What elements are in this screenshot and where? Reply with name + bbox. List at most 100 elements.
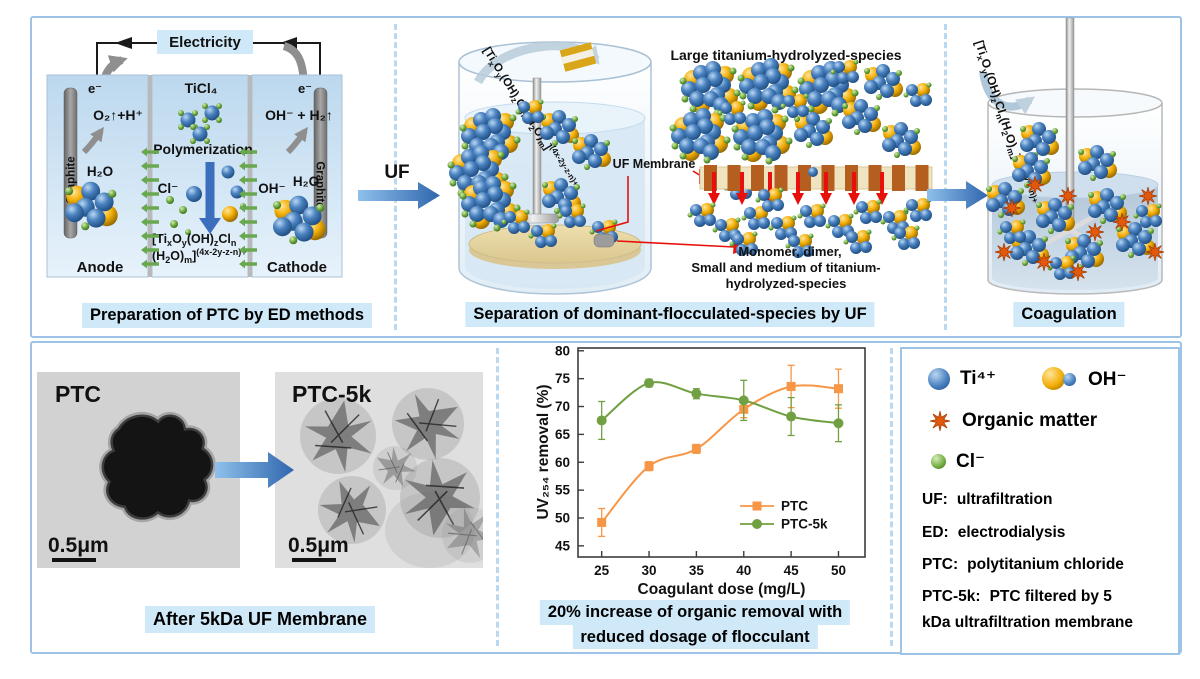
- scale-bar-left: [52, 558, 96, 562]
- ti-label: Ti⁴⁺: [960, 368, 996, 389]
- chart-note-line2: reduced dosage of flocculant: [572, 624, 818, 650]
- tag-icon: [559, 42, 597, 72]
- abbrev-uf-term: UF:: [922, 491, 948, 508]
- divider-bottom-1: [496, 348, 499, 646]
- ptc5k-flakes: [293, 374, 483, 568]
- monomer-line2: Small and medium of titanium-: [691, 260, 880, 275]
- abbrev-ed-def: electrodialysis: [957, 524, 1066, 541]
- chart-note-line1: 20% increase of organic removal with: [539, 600, 851, 625]
- abbrev-ptc: PTC: polytitanium chloride: [922, 556, 1166, 574]
- ed-caption: Preparation of PTC by ED methods: [81, 303, 373, 328]
- tem-caption-text: After 5kDa UF Membrane: [144, 606, 376, 633]
- to-coagulation-arrow-icon: [927, 181, 988, 209]
- svg-text:75: 75: [555, 371, 571, 386]
- scale-bar-label-right: 0.5μm: [288, 534, 349, 557]
- abbrev-ptc-term: PTC:: [922, 556, 959, 573]
- tem-label-ptc: PTC: [55, 381, 101, 407]
- scale-bar-right: [292, 558, 336, 562]
- svg-text:PTC-5k: PTC-5k: [781, 517, 828, 532]
- wire-arrow-left-icon: [115, 37, 132, 49]
- divider-bottom-2: [890, 348, 893, 646]
- electricity-box: [157, 30, 253, 54]
- coagulation-panel: [TixOy(OH)zCln(H2O)m](4x-2y-z-n)+: [927, 17, 1165, 295]
- cathode-arrow-icon: [285, 126, 308, 155]
- organic-matter-icon: [929, 410, 951, 432]
- cathode-reaction-label: OH⁻ + H₂↑: [265, 107, 333, 123]
- tem-arrow-icon: [215, 452, 294, 488]
- organic-matter-label: Organic matter: [962, 410, 1098, 431]
- electron-label-left: e⁻: [88, 81, 102, 96]
- electricity-label: Electricity: [169, 34, 241, 51]
- svg-text:70: 70: [555, 399, 570, 414]
- ptc-formula-line1: [TixOy(OH)zCln: [152, 232, 236, 248]
- legend-item-cl: Cl⁻: [931, 450, 985, 473]
- anode-reaction-label: O₂↑+H⁺: [93, 107, 143, 123]
- graphite-label-right: Graphite: [314, 161, 326, 208]
- hydroxide-label: OH⁻: [258, 181, 285, 196]
- divider-top-1: [394, 24, 397, 330]
- separation-caption-text: Separation of dominant-flocculated-speci…: [465, 302, 875, 327]
- svg-text:25: 25: [594, 563, 610, 578]
- scale-bar-label-left: 0.5μm: [48, 534, 109, 557]
- uf-label: UF: [384, 162, 409, 183]
- divider-top-2: [944, 24, 947, 330]
- uf-membrane-label: UF Membrane: [613, 157, 696, 171]
- water-label-left: H₂O: [87, 164, 113, 179]
- cl-label: Cl⁻: [956, 451, 986, 472]
- svg-text:50: 50: [831, 563, 846, 578]
- legend-item-organic: Organic matter: [928, 409, 1097, 433]
- tem-label-ptc5k: PTC-5k: [292, 381, 371, 407]
- svg-text:PTC: PTC: [781, 499, 808, 514]
- svg-text:35: 35: [689, 563, 705, 578]
- polymerization-label: Polymerization: [153, 141, 253, 157]
- oh-icon: [1042, 367, 1078, 391]
- svg-text:30: 30: [642, 563, 657, 578]
- separation-panel: UF [TixOy(OH)zCln(H2O)m](4x-2y-z-n)+: [358, 41, 933, 295]
- abbrev-ptc-def: polytitanium chloride: [967, 556, 1124, 573]
- svg-text:55: 55: [555, 483, 571, 498]
- large-species-label: Large titanium-hydrolyzed-species: [670, 47, 901, 63]
- cathode-label: Cathode: [267, 259, 327, 276]
- abbrev-ed-term: ED:: [922, 524, 949, 541]
- svg-text:Coagulant dose (mg/L): Coagulant dose (mg/L): [638, 581, 806, 598]
- monomer-line1: Monomer, dimer,: [738, 244, 841, 259]
- chloride-label: Cl⁻: [158, 181, 179, 196]
- abbrev-ptc5k-def: PTC filtered by 5: [989, 588, 1112, 605]
- coagulation-caption: Coagulation: [1013, 302, 1125, 327]
- cl-icon: [931, 454, 946, 469]
- chart-note: 20% increase of organic removal with red…: [539, 600, 851, 650]
- svg-text:45: 45: [784, 563, 800, 578]
- ticl4-label: TiCl₄: [185, 80, 218, 96]
- abbrev-uf: UF: ultrafiltration: [922, 491, 1166, 509]
- svg-text:50: 50: [555, 510, 570, 525]
- pour-arrow-icon: [979, 71, 1035, 115]
- tem-panel: PTC PTC-5k 0.5μm 0.5μm: [37, 372, 483, 568]
- ed-caption-text: Preparation of PTC by ED methods: [81, 303, 373, 328]
- oh-label: OH⁻: [1088, 368, 1127, 390]
- uf-arrow-icon: [358, 182, 440, 209]
- svg-text:40: 40: [736, 563, 751, 578]
- ptc-particle-blob: [99, 411, 216, 523]
- outlet-icon: [593, 233, 615, 248]
- ed-panel: Electricity Graphite Graphite e⁻ e⁻ O₂↑+…: [46, 30, 343, 278]
- abbrev-ed: ED: electrodialysis: [922, 524, 1166, 542]
- legend-item-oh: OH⁻: [1042, 367, 1127, 391]
- separation-caption: Separation of dominant-flocculated-speci…: [465, 302, 875, 327]
- legend-item-ti: Ti⁴⁺: [928, 367, 996, 390]
- anode-arrow-icon: [81, 126, 104, 155]
- abbrev-uf-def: ultrafiltration: [956, 491, 1053, 508]
- tem-caption: After 5kDa UF Membrane: [144, 606, 376, 633]
- svg-text:65: 65: [555, 427, 571, 442]
- electron-label-right: e⁻: [298, 81, 312, 96]
- svg-text:45: 45: [555, 538, 571, 553]
- ti-icon: [928, 367, 950, 390]
- water-label-right: H₂O: [293, 174, 319, 189]
- uv254-removal-chart: 25 30 35 40 45 50 45 50 55 60 65 70 75 80 Coagulant do…: [535, 343, 866, 598]
- svg-text:60: 60: [555, 455, 570, 470]
- coagulation-caption-text: Coagulation: [1013, 302, 1125, 327]
- svg-text:80: 80: [555, 343, 570, 358]
- svg-text:UV₂₅₄ removal (%): UV₂₅₄ removal (%): [535, 384, 552, 519]
- legend-panel: Ti⁴⁺ OH⁻ Organic matter Cl⁻ UF: ultrafilt…: [900, 347, 1180, 655]
